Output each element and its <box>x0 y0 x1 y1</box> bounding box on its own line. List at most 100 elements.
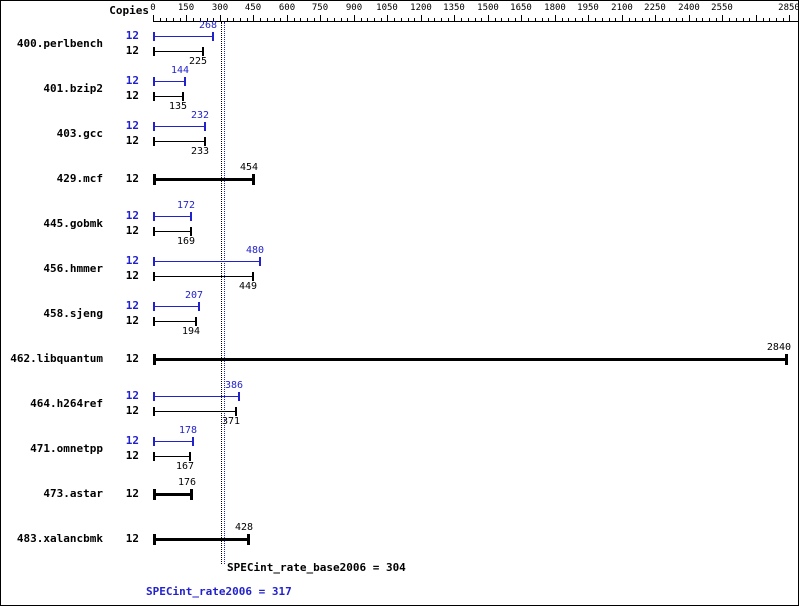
benchmark-name: 400.perlbench <box>16 37 103 50</box>
axis-tick <box>320 15 321 21</box>
axis-tick <box>555 15 556 21</box>
bar-start-cap <box>153 32 155 41</box>
axis-tick <box>729 18 730 21</box>
axis-tick <box>441 18 442 21</box>
axis-tick <box>562 18 563 21</box>
axis-tick <box>756 15 757 21</box>
result-bar <box>153 216 191 217</box>
bar-value-label: 233 <box>190 146 209 157</box>
bar-end-cap <box>259 257 261 266</box>
axis-tick <box>682 18 683 21</box>
axis-tick <box>414 18 415 21</box>
copies-value: 12 <box>125 29 139 42</box>
bar-value-label: 428 <box>234 522 253 533</box>
bar-value-label: 449 <box>238 281 257 292</box>
bar-value-label: 169 <box>176 236 195 247</box>
result-bar-bold <box>153 178 254 181</box>
bar-start-cap <box>153 122 155 131</box>
axis-tick <box>253 15 254 21</box>
axis-tick <box>716 18 717 21</box>
result-bar <box>153 441 193 442</box>
benchmark-name: 458.sjeng <box>43 307 103 320</box>
benchmark-name: 456.hmmer <box>43 262 103 275</box>
bar-start-cap <box>153 392 155 401</box>
bar-start-cap <box>153 407 155 416</box>
axis-tick <box>260 18 261 21</box>
axis-tick <box>166 18 167 21</box>
axis-tick <box>387 15 388 21</box>
peak-summary-label: SPECint_rate2006 = 317 <box>146 585 292 598</box>
axis-tick <box>609 18 610 21</box>
copies-column-header: Copies <box>109 4 149 17</box>
bar-value-label: 232 <box>190 110 209 121</box>
axis-tick <box>314 18 315 21</box>
copies-value: 12 <box>125 172 139 185</box>
result-bar <box>153 96 183 97</box>
axis-tick-label: 0 <box>150 3 156 13</box>
axis-tick <box>374 18 375 21</box>
copies-value: 12 <box>125 404 139 417</box>
axis-tick <box>743 18 744 21</box>
axis-tick <box>582 18 583 21</box>
axis-tick <box>240 18 241 21</box>
axis-tick-label: 900 <box>345 3 363 13</box>
axis-tick <box>542 18 543 21</box>
axis-tick <box>488 15 489 21</box>
x-axis-line <box>153 21 798 22</box>
bar-start-cap <box>153 534 156 545</box>
axis-tick <box>595 18 596 21</box>
copies-value: 12 <box>125 209 139 222</box>
axis-tick <box>575 18 576 21</box>
axis-tick-label: 150 <box>177 3 195 13</box>
axis-tick-label: 1050 <box>376 3 398 13</box>
axis-tick <box>247 18 248 21</box>
bar-value-label: 371 <box>221 416 240 427</box>
axis-tick <box>274 18 275 21</box>
benchmark-name: 471.omnetpp <box>30 442 103 455</box>
bar-start-cap <box>153 77 155 86</box>
bar-end-cap <box>202 47 204 56</box>
axis-tick <box>213 18 214 21</box>
axis-tick <box>602 18 603 21</box>
copies-value: 12 <box>125 224 139 237</box>
axis-tick <box>515 18 516 21</box>
benchmark-name: 473.astar <box>43 487 103 500</box>
axis-tick <box>629 18 630 21</box>
axis-tick <box>662 18 663 21</box>
copies-value: 12 <box>125 487 139 500</box>
axis-tick <box>521 15 522 21</box>
bar-start-cap <box>153 489 156 500</box>
result-bar <box>153 456 190 457</box>
axis-tick-label: 600 <box>278 3 296 13</box>
axis-tick <box>193 18 194 21</box>
bar-value-label: 225 <box>188 56 207 67</box>
axis-tick <box>233 18 234 21</box>
copies-value: 12 <box>125 254 139 267</box>
axis-tick <box>508 18 509 21</box>
axis-tick <box>454 15 455 21</box>
axis-tick <box>789 15 790 21</box>
axis-tick <box>448 18 449 21</box>
bar-start-cap <box>153 92 155 101</box>
bar-value-label: 178 <box>178 425 197 436</box>
result-bar <box>153 231 191 232</box>
copies-value: 12 <box>125 134 139 147</box>
bar-end-cap <box>252 272 254 281</box>
axis-tick-label: 1950 <box>577 3 599 13</box>
axis-tick <box>736 18 737 21</box>
axis-tick <box>354 15 355 21</box>
axis-tick-label: 1500 <box>477 3 499 13</box>
axis-tick <box>669 18 670 21</box>
axis-tick <box>421 15 422 21</box>
axis-tick-label: 1200 <box>410 3 432 13</box>
axis-tick <box>180 18 181 21</box>
bar-end-cap <box>198 302 200 311</box>
axis-tick-label: 1800 <box>544 3 566 13</box>
bar-value-label: 194 <box>181 326 200 337</box>
axis-tick <box>548 18 549 21</box>
axis-tick <box>475 18 476 21</box>
bar-start-cap <box>153 437 155 446</box>
axis-tick <box>220 15 221 21</box>
axis-tick <box>287 15 288 21</box>
